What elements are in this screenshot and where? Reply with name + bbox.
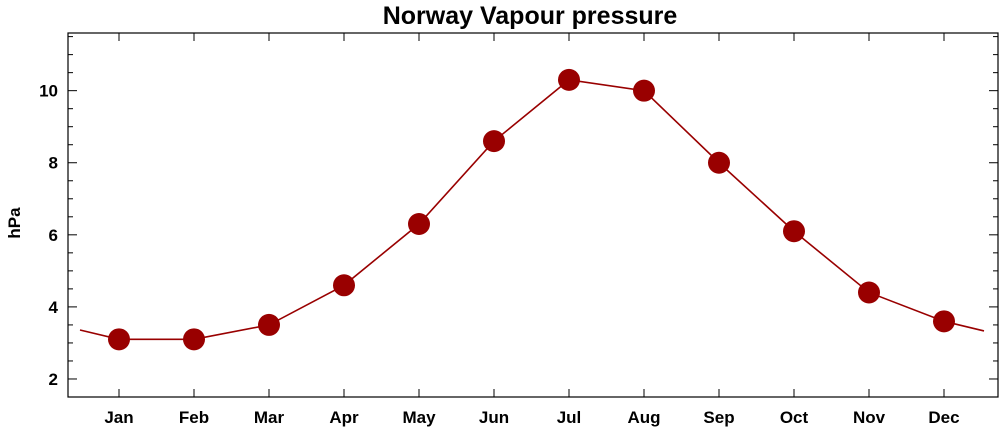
data-point-jul <box>558 68 580 91</box>
y-tick-label: 6 <box>49 226 58 245</box>
x-tick-label: Sep <box>703 408 734 427</box>
x-tick-label: Jul <box>557 408 582 427</box>
x-tick-label: Jan <box>104 408 133 427</box>
series-line-group <box>79 79 985 341</box>
chart-title: Norway Vapour pressure <box>383 2 678 30</box>
data-markers <box>108 68 955 351</box>
data-point-jun <box>483 130 505 153</box>
x-tick-label: Dec <box>928 408 959 427</box>
x-tick-label: May <box>402 408 436 427</box>
y-tick-label: 10 <box>39 82 58 101</box>
x-tick-label: Mar <box>254 408 285 427</box>
y-tick-label: 2 <box>49 370 58 389</box>
data-point-nov <box>858 281 880 304</box>
x-tick-label: Aug <box>627 408 660 427</box>
data-point-oct <box>783 220 805 243</box>
axis-ticks <box>68 33 998 398</box>
x-tick-label: Nov <box>853 408 886 427</box>
y-tick-label: 4 <box>49 298 59 317</box>
data-point-aug <box>633 79 655 102</box>
y-tick-labels: 2 4 6 8 10 <box>39 82 58 389</box>
data-point-mar <box>258 313 280 336</box>
x-tick-label: Oct <box>780 408 809 427</box>
data-point-dec <box>933 310 955 333</box>
y-tick-label: 8 <box>49 154 58 173</box>
y-axis-label: hPa <box>5 207 24 239</box>
data-point-may <box>408 213 430 236</box>
x-tick-label: Apr <box>329 408 359 427</box>
data-point-feb <box>183 328 205 351</box>
series-line <box>79 79 985 341</box>
x-tick-label: Jun <box>479 408 509 427</box>
x-tick-labels: Jan Feb Mar Apr May Jun Jul Aug Sep Oct Nov Dec <box>104 408 959 427</box>
data-point-sep <box>708 151 730 174</box>
x-tick-label: Feb <box>179 408 209 427</box>
data-point-jan <box>108 328 130 351</box>
plot-frame <box>67 32 999 398</box>
data-point-apr <box>333 274 355 297</box>
